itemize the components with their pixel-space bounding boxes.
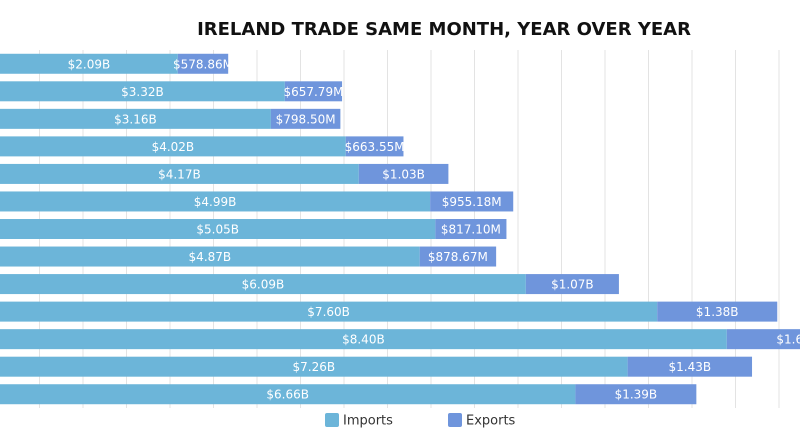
bar-segment (0, 246, 420, 267)
bar-segment (726, 329, 800, 350)
bar-segment (0, 301, 658, 322)
value-label: $657.79M (283, 85, 343, 99)
value-label: $4.99B (194, 195, 237, 209)
bar-segment (0, 384, 576, 405)
value-label: $7.60B (307, 305, 350, 319)
legend-swatch (448, 413, 462, 427)
bar-segment (430, 191, 514, 212)
value-label: $878.67M (428, 250, 488, 264)
legend-label: Exports (466, 414, 516, 429)
value-label: $578.86M (173, 57, 233, 71)
bar-segment (0, 108, 271, 129)
value-label: $4.02B (152, 140, 195, 154)
value-label: $4.87B (189, 250, 232, 264)
bar-segment (0, 191, 431, 212)
bar-segment (575, 384, 697, 405)
value-label: $663.55M (345, 140, 405, 154)
bar-segment (0, 163, 359, 184)
value-label: $955.18M (442, 195, 502, 209)
value-label: $817.10M (441, 223, 501, 237)
value-label: $6.09B (242, 278, 285, 292)
bar-segment (419, 246, 497, 267)
value-label: $1.39B (615, 388, 658, 402)
bar-segment (657, 301, 778, 322)
value-label: $2.09B (68, 57, 111, 71)
legend-label: Imports (343, 414, 393, 429)
value-label: $3.32B (121, 85, 164, 99)
value-label: $4.17B (158, 167, 201, 181)
bar-segment (627, 356, 753, 377)
bar-segment (0, 356, 628, 377)
value-label: $1.43B (669, 360, 712, 374)
bar-segment (345, 136, 404, 157)
bar-segment (0, 329, 727, 350)
value-label: $1.38B (696, 305, 739, 319)
value-label: $7.26B (293, 360, 336, 374)
value-label: $1.03B (382, 167, 425, 181)
value-label: $5.05B (196, 223, 239, 237)
value-label: $798.50M (276, 112, 336, 126)
bar-segment (284, 81, 343, 102)
bar-segment (270, 108, 341, 129)
bar-segment (358, 163, 449, 184)
legend-swatch (325, 413, 339, 427)
bar-segment (0, 81, 285, 102)
value-label: $6.66B (266, 388, 309, 402)
bar-segment (0, 219, 436, 239)
bar-segment (0, 53, 178, 74)
bar-segment (525, 274, 619, 295)
bar-segment (177, 53, 229, 74)
value-label: $1.63B (776, 333, 800, 347)
bar-segment (0, 274, 526, 295)
value-label: $3.16B (114, 112, 157, 126)
value-label: $1.07B (551, 278, 594, 292)
chart-title: IRELAND TRADE SAME MONTH, YEAR OVER YEAR (197, 19, 691, 40)
bar-segment (435, 219, 507, 239)
value-label: $8.40B (342, 333, 385, 347)
bar-segment (0, 136, 346, 157)
